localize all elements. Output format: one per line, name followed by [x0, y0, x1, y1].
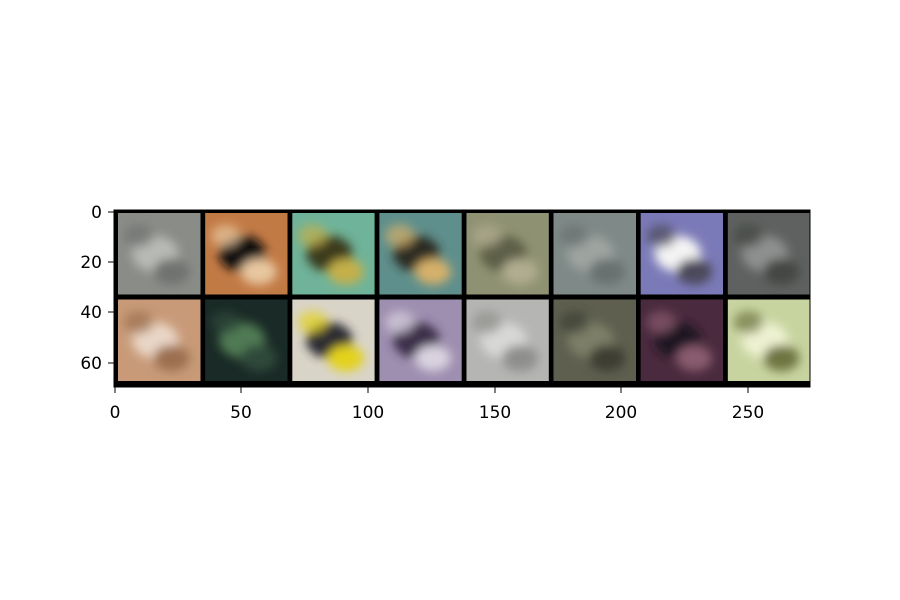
image-tile	[553, 213, 636, 295]
image-tile	[466, 299, 549, 381]
y-tick-label: 40	[80, 303, 102, 323]
axes-frame	[113, 209, 811, 388]
x-tick-label: 50	[230, 403, 252, 423]
image-tile	[553, 299, 636, 381]
image-tile	[205, 213, 288, 295]
x-tick-label: 100	[352, 403, 384, 423]
image-tile	[727, 213, 811, 295]
image-tile	[727, 299, 811, 381]
x-tick-label: 250	[732, 403, 764, 423]
x-axis: 0 50 100 150 200 250	[110, 387, 764, 423]
image-tile	[292, 299, 375, 381]
image-tile	[466, 213, 549, 295]
image-tile	[379, 299, 462, 381]
x-tick-label: 0	[110, 403, 121, 423]
y-tick-label: 0	[91, 203, 102, 223]
tiles	[118, 213, 811, 381]
y-axis: 0 20 40 60	[80, 203, 114, 374]
image-tile	[292, 213, 375, 295]
image-tile	[640, 213, 724, 295]
x-tick-label: 200	[605, 403, 637, 423]
image-tile	[118, 213, 201, 295]
image-grid	[114, 210, 811, 387]
image-tile	[118, 299, 201, 381]
x-tick-label: 150	[479, 403, 511, 423]
y-tick-label: 20	[80, 253, 102, 273]
image-tile	[205, 299, 288, 381]
y-tick-label: 60	[80, 354, 102, 374]
image-tile	[379, 213, 462, 295]
image-tile	[640, 299, 724, 381]
